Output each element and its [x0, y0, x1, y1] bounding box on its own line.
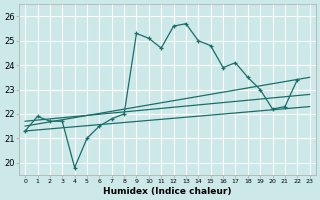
X-axis label: Humidex (Indice chaleur): Humidex (Indice chaleur) — [103, 187, 232, 196]
